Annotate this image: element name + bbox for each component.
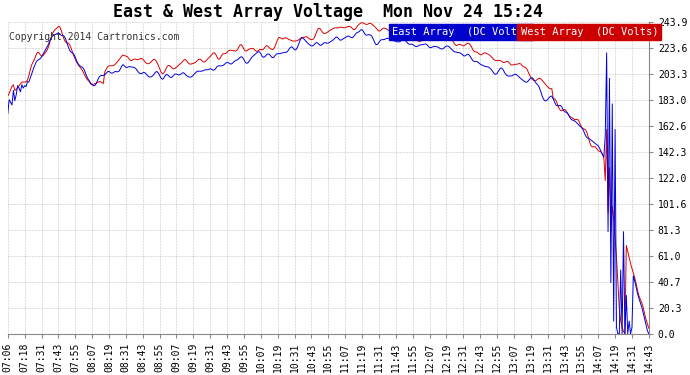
Text: East Array  (DC Volts): East Array (DC Volts) bbox=[393, 27, 530, 37]
Title: East & West Array Voltage  Mon Nov 24 15:24: East & West Array Voltage Mon Nov 24 15:… bbox=[113, 3, 543, 21]
Text: Copyright 2014 Cartronics.com: Copyright 2014 Cartronics.com bbox=[9, 32, 179, 42]
Text: West Array  (DC Volts): West Array (DC Volts) bbox=[521, 27, 658, 37]
